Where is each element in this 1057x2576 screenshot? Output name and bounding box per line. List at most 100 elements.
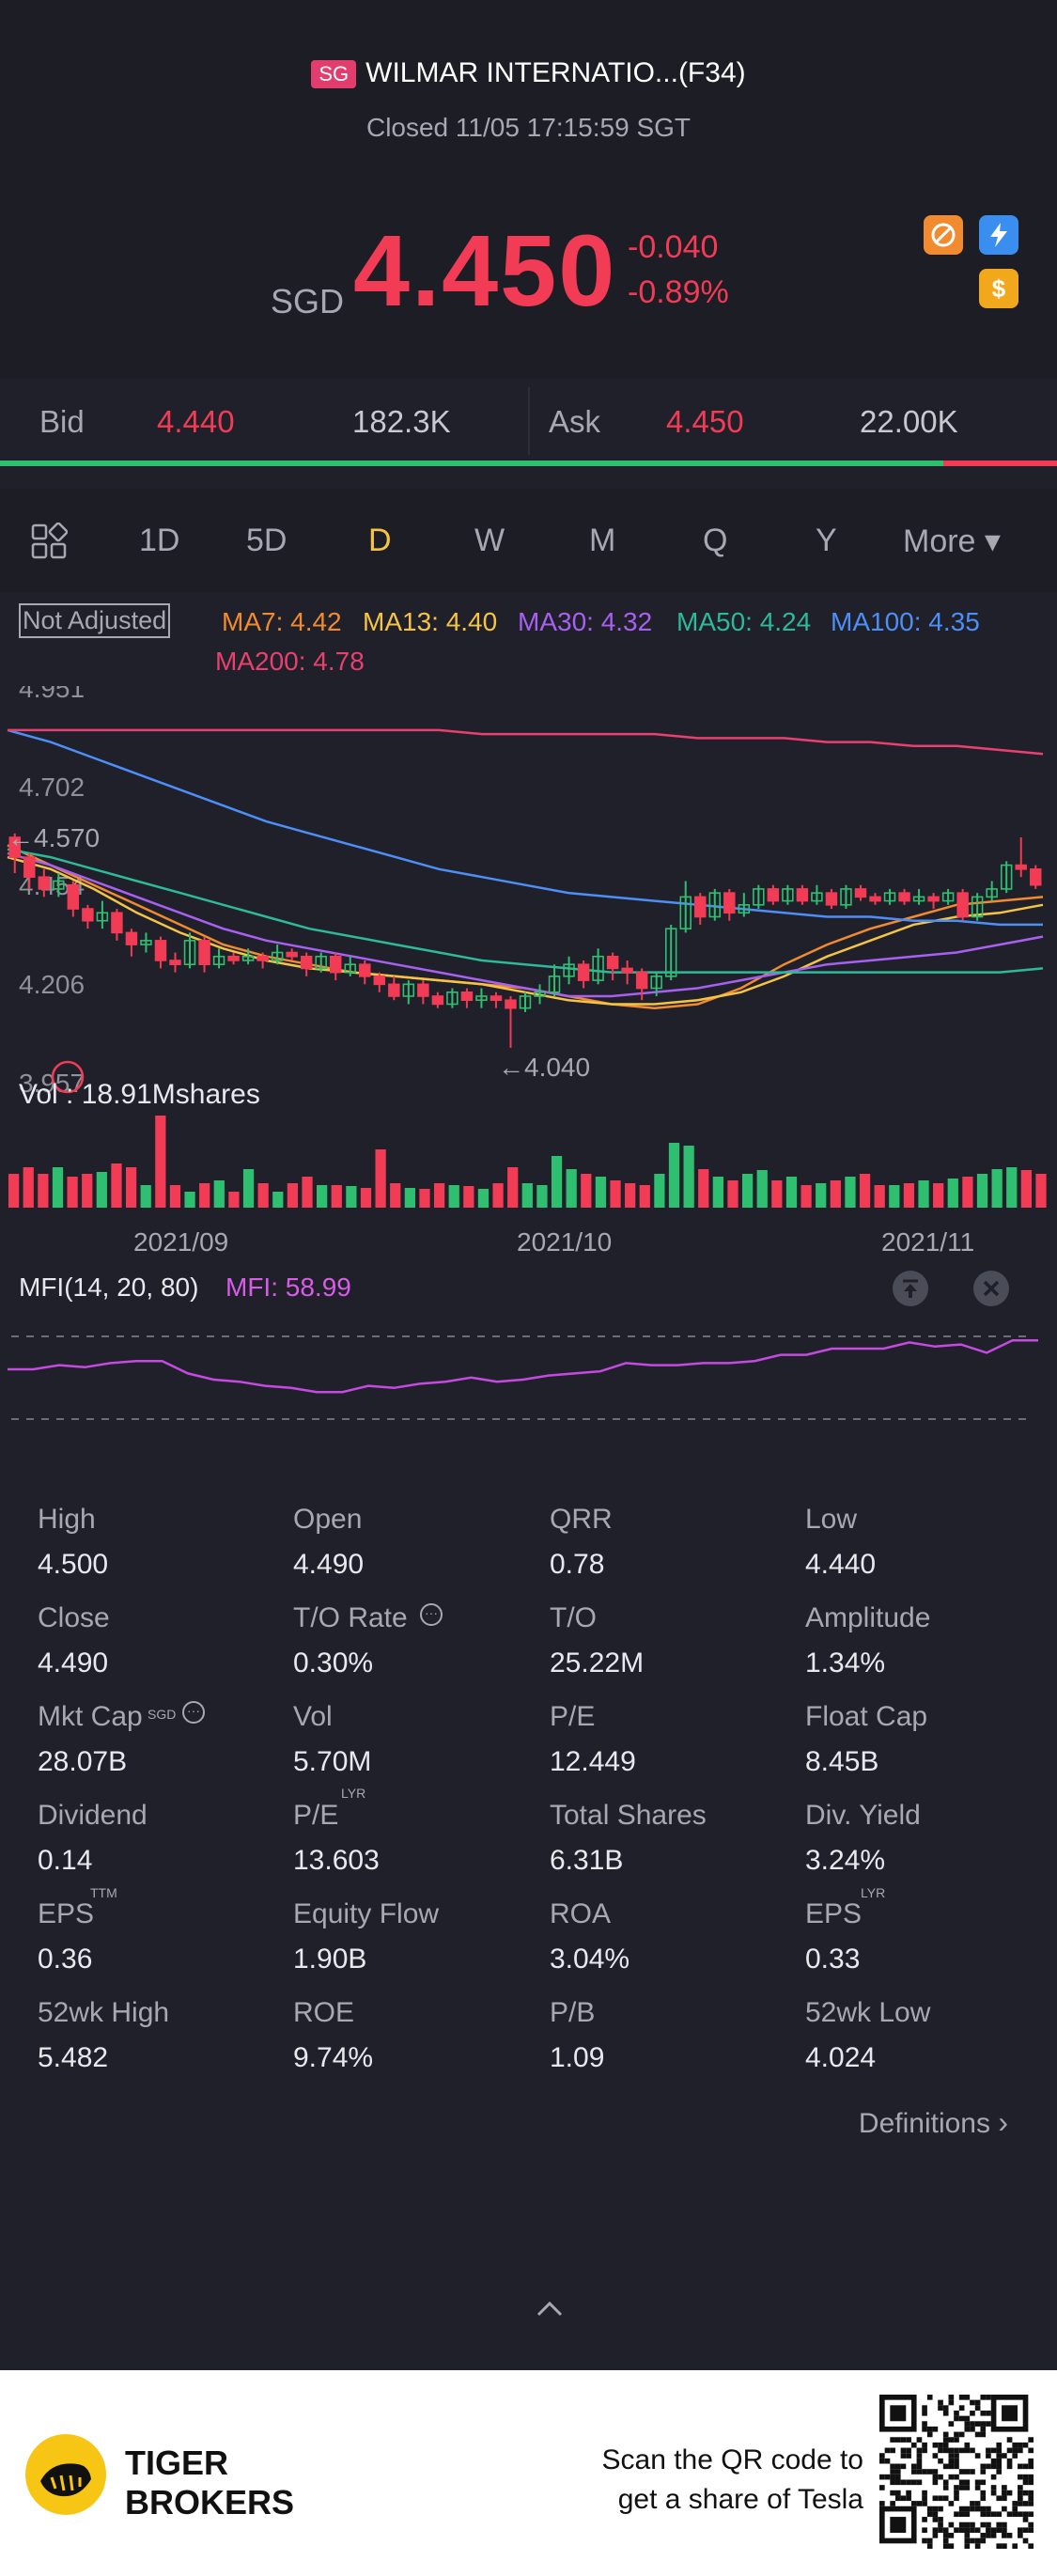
candle-body: [592, 955, 604, 981]
stat-value: 4.490: [293, 1549, 365, 1580]
qr-module: [980, 2469, 987, 2475]
x-label-nov: 2021/11: [881, 1227, 975, 1257]
chart-area[interactable]: Not Adjusted MA7: 4.42 MA13: 4.40 MA30: …: [0, 592, 1057, 1457]
qr-caption-line-1: Scan the QR code to: [601, 2444, 864, 2475]
qr-module: [948, 2399, 955, 2406]
candle-body: [183, 940, 196, 965]
x-label-sep: 2021/09: [133, 1227, 229, 1257]
qr-module: [970, 2506, 975, 2512]
qr-module: [879, 2458, 885, 2464]
volume-bar: [536, 1185, 548, 1208]
qr-module: [954, 2463, 959, 2470]
bid-label: Bid: [39, 404, 85, 439]
close-icon[interactable]: [973, 1271, 1009, 1306]
qr-module: [980, 2537, 987, 2544]
tab-monthly[interactable]: M: [589, 523, 616, 558]
qr-module: [996, 2463, 1003, 2470]
qr-module: [942, 2442, 949, 2448]
qr-module: [1022, 2442, 1029, 2448]
volume-chart[interactable]: [0, 1114, 1057, 1208]
stat-item: Close 4.490: [38, 1602, 110, 1679]
qr-module: [926, 2537, 933, 2544]
candle-body: [548, 976, 561, 993]
qr-module: [964, 2415, 971, 2422]
stat-value: 4.440: [805, 1549, 877, 1580]
qr-module: [974, 2527, 981, 2534]
no-short-icon[interactable]: [924, 215, 963, 255]
qr-module: [1028, 2495, 1034, 2502]
qr-module: [996, 2527, 1003, 2534]
volume-bar: [712, 1177, 723, 1208]
candle-body: [840, 888, 852, 906]
qr-module: [1022, 2537, 1029, 2544]
stat-value: 1.90B: [293, 1944, 367, 1975]
dollar-icon[interactable]: $: [979, 269, 1018, 308]
bid-volume-bar: [0, 461, 943, 466]
volume-bar: [169, 1185, 181, 1208]
volume-bar: [463, 1186, 474, 1208]
qr-module: [926, 2395, 933, 2400]
stat-item: Dividend 0.14: [38, 1800, 148, 1877]
qr-module: [1028, 2543, 1034, 2549]
qr-module: [932, 2474, 939, 2480]
qr-module: [1028, 2479, 1034, 2486]
qr-module: [938, 2474, 943, 2480]
qr-module: [964, 2533, 971, 2538]
qr-module: [894, 2463, 901, 2470]
tab-1d[interactable]: 1D: [139, 523, 180, 558]
qr-module: [958, 2506, 965, 2512]
qr-module: [932, 2517, 939, 2522]
qr-module: [890, 2474, 895, 2480]
candle-body: [912, 896, 925, 902]
qr-module: [954, 2527, 959, 2534]
qr-module: [948, 2501, 955, 2506]
tab-more[interactable]: More ▾: [903, 523, 1001, 559]
price-change: -0.040: [628, 229, 719, 265]
stat-value: 4.024: [805, 2042, 877, 2073]
qr-module: [906, 2479, 911, 2486]
ma30-label: MA30: 4.32: [518, 607, 653, 636]
candle-body: [402, 983, 415, 997]
lightning-icon[interactable]: [979, 215, 1018, 255]
qr-module: [900, 2453, 907, 2459]
tab-quarterly[interactable]: Q: [703, 523, 728, 558]
qr-module: [1018, 2527, 1023, 2534]
y-tick-label: 4.951: [19, 686, 85, 703]
volume-label: Vol : 18.91Mshares: [19, 1079, 260, 1110]
qr-module: [948, 2533, 955, 2538]
qr-module: [1006, 2511, 1013, 2518]
qr-module: [926, 2426, 933, 2432]
qr-module: [958, 2405, 965, 2411]
tab-daily[interactable]: D: [368, 523, 392, 558]
tab-5d[interactable]: 5D: [246, 523, 288, 558]
qr-caption-line-2: get a share of Tesla: [617, 2484, 863, 2515]
definitions-link[interactable]: Definitions ›: [859, 2105, 1008, 2140]
volume-bar: [918, 1180, 929, 1208]
volume-bar: [111, 1163, 122, 1208]
qr-code[interactable]: [879, 2395, 1034, 2549]
qr-module: [894, 2469, 901, 2475]
qr-module: [1012, 2511, 1018, 2518]
qr-module: [990, 2533, 997, 2538]
tab-yearly[interactable]: Y: [816, 523, 837, 558]
ma-line-ma50: [7, 848, 1044, 974]
adjust-toggle[interactable]: Not Adjusted: [19, 603, 171, 638]
stock-title-row[interactable]: SG WILMAR INTERNATIO...(F34): [0, 56, 1057, 89]
volume-bar: [448, 1185, 459, 1208]
qr-module: [1028, 2527, 1034, 2534]
stat-value: 8.45B: [805, 1746, 879, 1777]
qr-module: [1028, 2511, 1034, 2518]
chevron-up-icon[interactable]: [533, 2298, 567, 2320]
qr-module: [996, 2495, 1003, 2502]
tab-weekly[interactable]: W: [474, 523, 505, 558]
mfi-indicator-label[interactable]: MFI(14, 20, 80): [19, 1272, 199, 1302]
info-icon[interactable]: ···: [420, 1603, 443, 1626]
layout-grid-icon[interactable]: [30, 522, 69, 560]
info-icon[interactable]: ···: [182, 1701, 205, 1724]
qr-module: [910, 2469, 917, 2475]
pin-top-icon[interactable]: [893, 1271, 928, 1306]
mfi-chart[interactable]: [0, 1306, 1057, 1429]
last-price: 4.450: [353, 213, 617, 327]
qr-module: [954, 2447, 959, 2454]
